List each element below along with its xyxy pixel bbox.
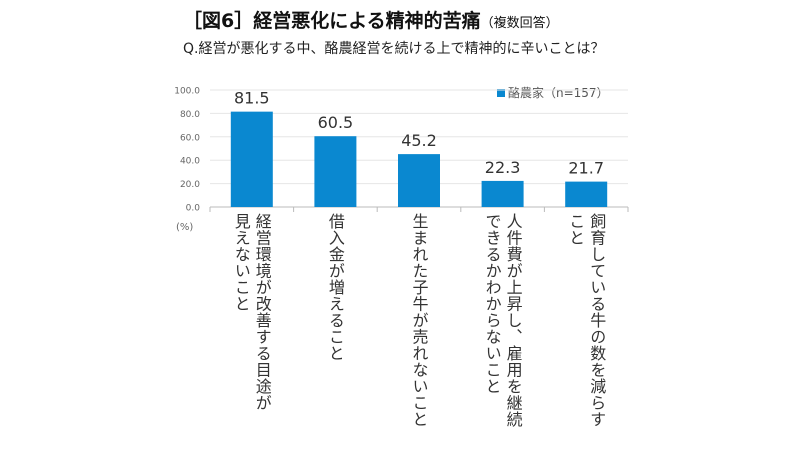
x-category-label: 生まれた子牛が売れないこと	[409, 213, 429, 428]
data-label: 21.7	[568, 159, 604, 178]
chart-subtitle: Q.経営が悪化する中、酪農経営を続ける上で精神的に辛いことは？	[183, 41, 605, 57]
bar	[565, 181, 608, 207]
data-label: 22.3	[485, 158, 521, 177]
x-category-label: 経営環境が改善する目途が 見えないこと	[231, 213, 272, 411]
bar	[230, 111, 273, 207]
x-category-label: 借入金が増えること	[325, 213, 345, 362]
y-tick-label: 60.0	[180, 133, 200, 143]
bar	[481, 180, 524, 207]
title-text: ［図6］経営悪化による精神的苦痛	[183, 10, 481, 32]
data-label: 81.5	[234, 89, 270, 108]
x-category-label: 人件費が上昇し、雇用を継続 できるかわからないこと	[482, 213, 523, 428]
data-label: 45.2	[401, 131, 437, 150]
y-tick-label: 20.0	[180, 180, 200, 190]
x-category-label: 飼育している牛の数を減らす こと	[566, 213, 607, 428]
chart-title: ［図6］経営悪化による精神的苦痛（複数回答）	[183, 6, 559, 33]
y-tick-label: 40.0	[180, 157, 200, 167]
legend-swatch	[497, 89, 505, 97]
y-tick-label: 80.0	[180, 110, 200, 120]
y-axis-unit: (%)	[176, 222, 194, 233]
bar	[314, 136, 357, 207]
y-tick-label: 0.0	[186, 204, 201, 214]
bar	[398, 154, 440, 207]
y-tick-label: 100.0	[174, 87, 200, 97]
data-label: 60.5	[318, 113, 354, 132]
title-note: （複数回答）	[480, 16, 559, 31]
